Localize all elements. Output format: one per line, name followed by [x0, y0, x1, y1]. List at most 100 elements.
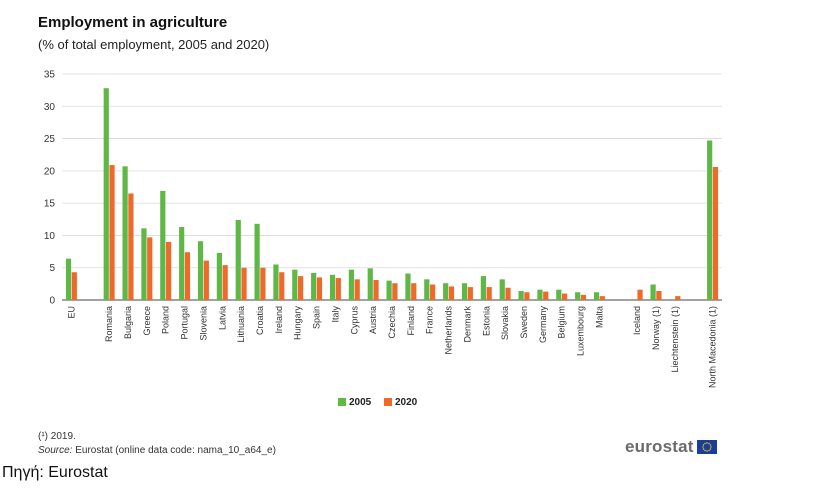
y-tick-label: 25 — [44, 134, 56, 145]
bar-2020 — [637, 289, 643, 300]
x-tick-label: Sweden — [519, 306, 529, 339]
bar-2020 — [373, 279, 379, 300]
x-tick-label: Croatia — [255, 306, 265, 335]
bars — [65, 88, 719, 300]
x-tick-label: France — [425, 306, 435, 334]
bar-2005 — [499, 279, 505, 300]
legend-label-2020: 2020 — [395, 397, 418, 408]
bar-2005 — [386, 280, 392, 300]
bar-2020 — [241, 267, 247, 300]
bar-2005 — [122, 166, 128, 300]
bar-2005 — [518, 290, 524, 300]
footnote: (¹) 2019. — [38, 431, 76, 442]
x-tick-label: Cyprus — [349, 306, 359, 335]
bar-2005 — [197, 241, 204, 300]
y-tick-label: 10 — [44, 231, 56, 242]
bar-2020 — [260, 267, 266, 300]
bar-2020 — [448, 286, 455, 300]
bar-2020 — [184, 252, 191, 300]
y-tick-label: 0 — [49, 296, 55, 307]
bar-2005 — [707, 140, 713, 300]
x-axis-labels: EU Romania Bulgaria Greece Poland Portugal Slo… — [66, 306, 717, 389]
bar-2005 — [556, 289, 562, 300]
bar-2005 — [103, 88, 109, 300]
source-label: Source: — [38, 445, 73, 456]
bar-2005 — [650, 284, 656, 300]
bar-2020 — [486, 287, 492, 300]
y-axis-ticks: 0 5 10 15 20 25 30 35 — [44, 70, 56, 307]
x-tick-label: Slovakia — [500, 306, 510, 340]
bar-2020 — [562, 293, 568, 300]
chart-title: Employment in agriculture — [38, 14, 228, 31]
bar-2005 — [216, 252, 222, 300]
eu-flag-icon — [696, 440, 717, 454]
bar-2020 — [430, 284, 436, 300]
bar-2020 — [147, 237, 153, 300]
x-tick-label: Germany — [538, 306, 548, 344]
x-tick-label: Czechia — [387, 306, 397, 339]
x-tick-label: Portugal — [180, 306, 190, 340]
gridlines — [62, 73, 722, 301]
bar-2005 — [254, 223, 260, 300]
bar-2005 — [424, 279, 430, 300]
bar-2005 — [329, 274, 336, 300]
x-tick-label: Poland — [161, 306, 171, 334]
bar-2005 — [141, 228, 147, 300]
legend-label-2005: 2005 — [349, 397, 372, 408]
y-tick-label: 15 — [44, 199, 56, 210]
x-tick-label: Luxembourg — [576, 306, 586, 356]
bar-2020 — [675, 296, 681, 300]
bar-2005 — [273, 264, 279, 300]
x-tick-label: Ireland — [274, 306, 284, 334]
x-tick-label: Finland — [406, 306, 416, 336]
bar-2005 — [405, 273, 411, 300]
bar-2005 — [292, 269, 298, 300]
bar-2005 — [179, 227, 185, 300]
x-tick-label: Malta — [594, 306, 604, 328]
bar-2020 — [392, 283, 398, 300]
y-tick-label: 5 — [49, 263, 55, 274]
x-tick-label: Norway (1) — [651, 306, 661, 350]
source-note: Source: Eurostat (online data code: nama… — [38, 445, 276, 456]
bar-2020 — [599, 296, 605, 300]
bar-2020 — [656, 290, 662, 300]
bar-2005 — [443, 283, 449, 300]
bar-2005 — [65, 258, 72, 300]
x-tick-label: Bulgaria — [123, 306, 133, 339]
bar-2005 — [537, 289, 543, 300]
bar-chart: 0 5 10 15 20 25 30 35 EU Romania Bulgaria Greece Po… — [44, 70, 722, 408]
x-tick-label: Hungary — [293, 306, 303, 341]
x-tick-label: Netherlands — [444, 306, 454, 355]
x-tick-label: Estonia — [481, 306, 491, 336]
x-tick-label: North Macedonia (1) — [708, 306, 718, 388]
x-tick-label: Lithuania — [236, 306, 246, 343]
bar-2020 — [712, 166, 719, 300]
bar-2020 — [524, 292, 530, 300]
bar-2020 — [505, 287, 511, 300]
x-tick-label: Belgium — [557, 306, 567, 339]
bar-2005 — [160, 190, 166, 300]
x-tick-label: Italy — [330, 306, 340, 323]
bar-2005 — [367, 268, 373, 300]
bar-2020 — [354, 279, 360, 300]
bar-2005 — [348, 269, 354, 300]
bar-2020 — [71, 272, 77, 300]
legend: 2005 2020 — [338, 397, 418, 408]
x-tick-label: Slovenia — [198, 306, 208, 341]
y-tick-label: 30 — [44, 102, 56, 113]
y-tick-label: 20 — [44, 166, 56, 177]
bar-2005 — [235, 219, 241, 300]
legend-swatch-2005 — [338, 398, 346, 406]
bar-2020 — [316, 277, 323, 300]
bar-2005 — [461, 283, 468, 300]
bar-2020 — [467, 287, 473, 300]
x-tick-label: Spain — [312, 306, 322, 329]
bar-2005 — [575, 292, 581, 300]
bar-2020 — [222, 265, 228, 300]
bar-2020 — [580, 294, 587, 300]
bar-2020 — [109, 165, 115, 300]
bar-2020 — [128, 193, 134, 300]
bar-2005 — [480, 276, 486, 300]
y-tick-label: 35 — [44, 70, 56, 81]
x-tick-label: Latvia — [217, 306, 227, 330]
